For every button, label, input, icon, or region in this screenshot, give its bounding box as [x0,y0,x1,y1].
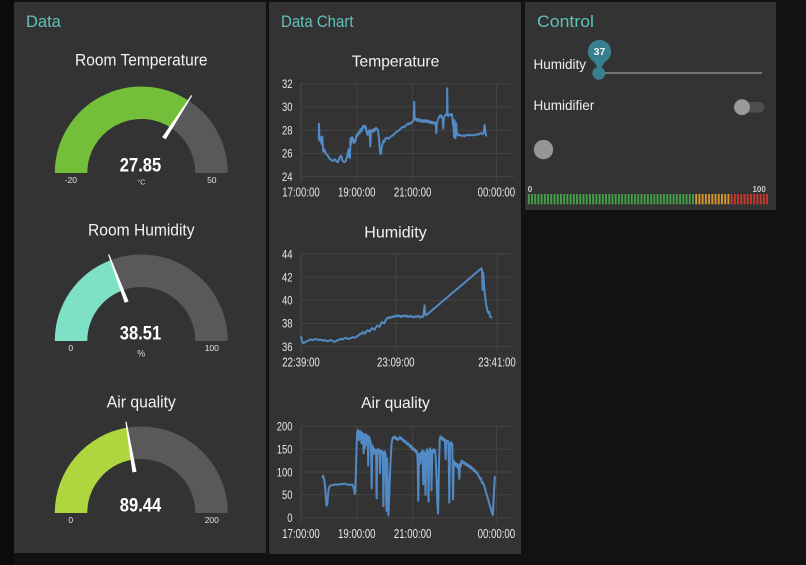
svg-text:38.51: 38.51 [120,323,162,344]
svg-text:50: 50 [282,488,293,502]
svg-text:100: 100 [205,343,219,353]
svg-text:19:00:00: 19:00:00 [338,185,376,200]
svg-text:30: 30 [282,100,293,114]
svg-text:Temperature: Temperature [352,54,440,71]
svg-text:Humidifier: Humidifier [534,98,595,113]
svg-text:100: 100 [752,185,766,194]
svg-text:17:00:00: 17:00:00 [282,526,320,541]
svg-text:17:00:00: 17:00:00 [282,185,320,200]
svg-text:200: 200 [277,420,293,434]
svg-text:Data Chart: Data Chart [281,13,354,31]
svg-text:24: 24 [282,170,293,184]
svg-text:21:00:00: 21:00:00 [394,185,432,200]
svg-text:100: 100 [277,465,293,479]
svg-text:37: 37 [594,46,606,58]
svg-text:42: 42 [282,270,293,284]
svg-text:00:00:00: 00:00:00 [478,185,516,200]
svg-text:38: 38 [282,317,293,331]
svg-text:19:00:00: 19:00:00 [338,526,376,541]
svg-text:Humidity: Humidity [364,225,427,242]
svg-text:-20: -20 [65,175,78,185]
svg-text:0: 0 [68,515,73,525]
svg-text:Data: Data [26,13,62,31]
svg-text:22:39:00: 22:39:00 [282,355,320,370]
svg-text:150: 150 [277,443,293,457]
svg-text:%: % [137,348,145,358]
svg-text:Air quality: Air quality [361,395,430,412]
svg-text:44: 44 [282,247,293,261]
svg-text:27.85: 27.85 [120,155,162,176]
svg-text:40: 40 [282,294,293,308]
svg-text:36: 36 [282,340,293,354]
svg-text:50: 50 [207,175,217,185]
svg-text:0: 0 [68,343,73,353]
svg-text:23:09:00: 23:09:00 [377,355,415,370]
svg-text:Room Humidity: Room Humidity [88,222,195,240]
svg-text:Air quality: Air quality [107,394,177,412]
svg-text:00:00:00: 00:00:00 [478,526,516,541]
svg-text:Control: Control [537,13,594,31]
svg-text:0: 0 [287,511,293,525]
svg-text:0: 0 [528,185,533,194]
svg-text:28: 28 [282,124,293,138]
svg-text:200: 200 [205,515,219,525]
svg-text:°C: °C [137,177,146,186]
svg-text:21:00:00: 21:00:00 [394,526,432,541]
svg-text:23:41:00: 23:41:00 [478,355,516,370]
svg-text:Room Temperature: Room Temperature [75,52,208,70]
svg-text:32: 32 [282,77,293,91]
svg-text:26: 26 [282,147,293,161]
svg-text:Humidity: Humidity [534,57,587,72]
svg-text:89.44: 89.44 [120,495,162,516]
